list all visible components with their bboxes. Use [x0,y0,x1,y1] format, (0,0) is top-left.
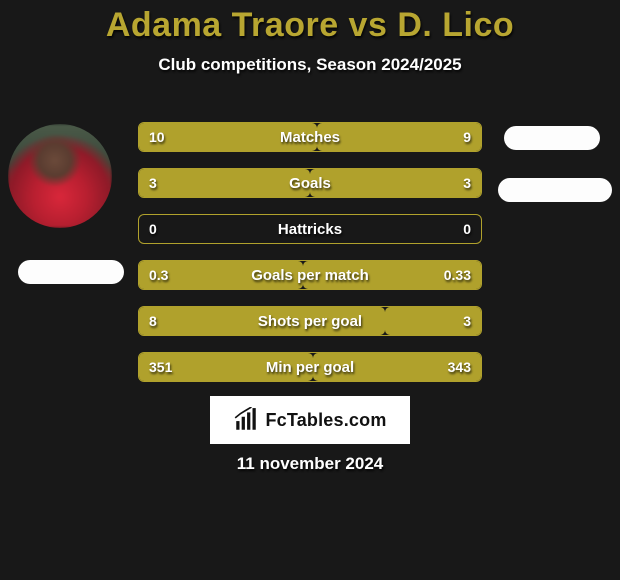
stat-label: Matches [280,129,340,146]
stat-fill-left [139,169,310,197]
stat-value-left: 8 [149,313,157,329]
page-title: Adama Traore vs D. Lico [0,0,620,45]
stat-value-left: 10 [149,129,165,145]
stat-row: 3 Goals 3 [138,168,482,198]
stat-value-left: 0.3 [149,267,168,283]
stat-value-right: 0.33 [444,267,471,283]
stat-label: Goals [289,175,331,192]
branding-text: FcTables.com [265,410,386,431]
player-name-pill-right-1 [504,126,600,150]
stat-value-right: 3 [463,313,471,329]
stat-row: 0 Hattricks 0 [138,214,482,244]
chart-icon [233,407,259,433]
stat-value-left: 3 [149,175,157,191]
branding-box: FcTables.com [210,396,410,444]
player-name-pill-left [18,260,124,284]
stat-value-right: 343 [448,359,471,375]
avatar [8,124,112,228]
stat-label: Min per goal [266,359,354,376]
stat-fill-right [310,169,481,197]
avatar-image [8,124,112,228]
player-name-pill-right-2 [498,178,612,202]
page-subtitle: Club competitions, Season 2024/2025 [0,55,620,75]
footer-date: 11 november 2024 [0,454,620,474]
stat-value-right: 9 [463,129,471,145]
stat-value-left: 0 [149,221,157,237]
stat-fill-right [317,123,481,151]
stat-row: 351 Min per goal 343 [138,352,482,382]
stat-label: Shots per goal [258,313,362,330]
stat-label: Goals per match [251,267,369,284]
stat-row: 8 Shots per goal 3 [138,306,482,336]
stat-row: 10 Matches 9 [138,122,482,152]
stat-rows: 10 Matches 9 3 Goals 3 0 Hattricks 0 0.3 Goals per… [138,122,482,398]
stat-value-left: 351 [149,359,172,375]
stat-label: Hattricks [278,221,342,238]
stat-value-right: 0 [463,221,471,237]
stat-row: 0.3 Goals per match 0.33 [138,260,482,290]
stat-value-right: 3 [463,175,471,191]
